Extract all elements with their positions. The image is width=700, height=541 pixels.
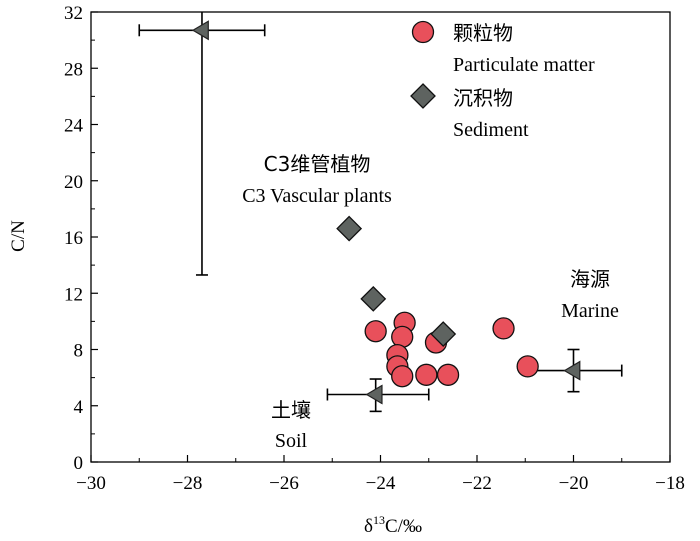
y-tick-label: 32 [64, 3, 83, 24]
annotation-soil-en: Soil [275, 430, 308, 452]
y-tick-label: 8 [74, 341, 84, 362]
legend-circle-marker [411, 20, 435, 44]
annotation-soil-cn: 土壤 [271, 398, 311, 422]
sediment-point [430, 321, 457, 347]
x-tick-label: −22 [462, 473, 492, 494]
legend: 颗粒物 Particulate matter 沉积物 Sediment [410, 20, 595, 141]
reference-errorbars [138, 12, 623, 413]
y-tick-label: 20 [64, 172, 83, 193]
y-tick-label: 4 [74, 397, 84, 418]
x-tick-label: −30 [76, 473, 106, 494]
y-tick-label: 16 [64, 228, 83, 249]
particulate-point [391, 325, 414, 348]
reference-marker [563, 360, 581, 381]
x-tick-label: −24 [366, 473, 396, 494]
legend-sediment-cn: 沉积物 [453, 86, 513, 110]
x-tick-label: −20 [559, 473, 589, 494]
particulate-point [492, 317, 515, 340]
legend-particulate-cn: 颗粒物 [453, 21, 513, 45]
source-annotations: C3维管植物 C3 Vascular plants 土壤 Soil 海源 Marine [242, 152, 619, 452]
sediment-point [360, 285, 387, 312]
x-tick-label: −28 [173, 473, 203, 494]
y-tick-label: 12 [64, 284, 83, 305]
particulate-point [391, 365, 414, 388]
annotation-c3-en: C3 Vascular plants [242, 185, 392, 207]
annotation-marine-en: Marine [561, 300, 619, 322]
y-tick-label: 28 [64, 59, 83, 80]
particulate-point [415, 363, 438, 386]
legend-sediment-en: Sediment [453, 119, 529, 141]
y-axis-label: C/N [8, 220, 29, 252]
x-axis: −30 −28 −26 −24 −22 −20 −18 [76, 455, 685, 494]
y-axis: 0 4 8 12 16 20 24 28 32 [64, 3, 98, 474]
particulate-point [516, 355, 539, 378]
legend-diamond-marker [410, 83, 436, 109]
reference-marker [365, 384, 383, 405]
x-tick-label: −26 [269, 473, 299, 494]
reference-marker [191, 20, 209, 41]
sediment-point [336, 215, 363, 242]
y-tick-label: 0 [74, 453, 84, 474]
annotation-c3-cn: C3维管植物 [264, 152, 371, 176]
annotation-marine-cn: 海源 [570, 267, 610, 291]
y-tick-label: 24 [64, 116, 84, 137]
legend-particulate-en: Particulate matter [453, 54, 595, 76]
x-axis-label: δ13C/‰ [364, 513, 422, 537]
data-points [336, 215, 539, 388]
particulate-point [364, 320, 387, 343]
x-tick-label: −18 [655, 473, 685, 494]
particulate-point [436, 363, 460, 386]
